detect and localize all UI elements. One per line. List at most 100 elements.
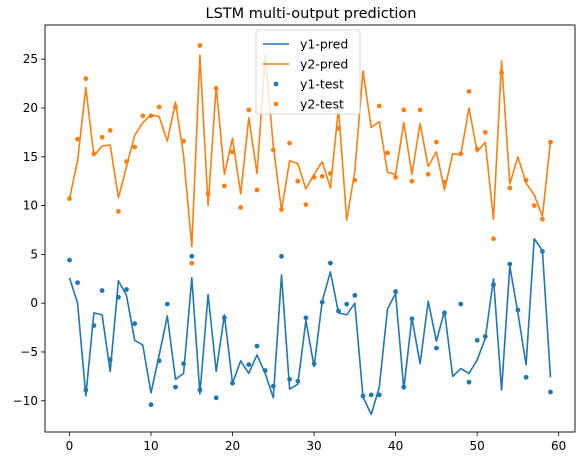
series-line-y1-pred: [68, 237, 552, 416]
data-point-y1-test: [491, 282, 496, 287]
data-point-y1-test: [360, 393, 366, 399]
legend-swatch-y1-test: [273, 81, 279, 87]
data-point-y2-test: [116, 209, 121, 214]
data-point-y2-test: [311, 174, 317, 180]
data-point-y1-test: [507, 261, 513, 267]
legend: y1-pred y2-pred y1-test y2-test: [255, 29, 361, 115]
legend-swatch-y2-test: [273, 101, 279, 107]
data-point-y1-test: [336, 308, 341, 314]
x-tick-label: 40: [388, 439, 403, 453]
data-point-y2-test: [482, 130, 488, 135]
data-point-y2-test: [417, 107, 423, 113]
chart-title: LSTM multi-output prediction: [205, 6, 416, 22]
data-point-y1-test: [352, 293, 358, 298]
legend-label-y2-test: y2-test: [300, 97, 344, 112]
data-point-y2-test: [230, 149, 235, 155]
data-point-y2-test: [254, 187, 260, 193]
data-point-y2-test: [222, 183, 227, 189]
data-point-y1-test: [107, 357, 113, 363]
data-point-y1-test: [523, 374, 529, 380]
data-point-y1-test: [482, 334, 488, 339]
data-point-y2-test: [548, 139, 553, 145]
data-point-y1-test: [189, 253, 195, 259]
x-tick-label: 0: [66, 439, 74, 453]
data-point-y1-test: [368, 392, 374, 398]
data-point-y1-test: [254, 343, 260, 349]
data-point-y2-test: [140, 113, 146, 119]
data-point-y2-test: [376, 103, 382, 109]
data-point-y1-test: [311, 361, 317, 367]
data-point-y1-test: [83, 387, 89, 393]
data-point-y2-test: [67, 196, 72, 202]
data-point-y2-test: [156, 104, 162, 110]
data-point-y1-test: [156, 358, 162, 364]
data-point-y1-test: [515, 307, 521, 313]
data-point-y1-test: [99, 288, 105, 293]
data-point-y2-test: [352, 177, 358, 183]
data-point-y1-test: [124, 287, 129, 292]
x-tick-label: 60: [551, 439, 566, 453]
data-point-y2-test: [270, 147, 276, 153]
x-tick-label: 30: [306, 439, 321, 453]
data-point-y1-test: [442, 310, 447, 316]
data-point-y1-test: [213, 395, 219, 401]
x-tick-label: 10: [143, 439, 158, 453]
data-point-y2-test: [499, 70, 504, 76]
series-y1-pred: [68, 237, 552, 416]
series-y1-test: [67, 249, 553, 408]
data-point-y2-test: [523, 177, 529, 183]
y-tick-label: 15: [23, 150, 38, 164]
data-point-y2-test: [287, 140, 292, 146]
data-point-y1-test: [230, 380, 235, 386]
data-point-y1-test: [164, 301, 170, 307]
y-axis: −10 −5 0 5 10 15 20 25: [13, 52, 45, 408]
data-point-y1-test: [197, 387, 203, 393]
data-point-y1-test: [222, 315, 227, 321]
data-point-y2-test: [385, 150, 390, 156]
y-tick-label: 20: [23, 101, 38, 115]
data-point-y2-test: [507, 185, 513, 191]
data-point-y2-test: [319, 173, 325, 179]
data-point-y2-test: [148, 113, 154, 119]
data-point-y2-test: [181, 138, 187, 144]
data-point-y1-test: [295, 378, 301, 384]
data-point-y1-test: [246, 362, 252, 368]
data-point-y1-test: [132, 321, 138, 327]
x-axis: 0 10 20 30 40 50 60: [66, 432, 566, 453]
series-layer: [67, 43, 553, 416]
data-point-y1-test: [303, 315, 309, 321]
data-point-y2-test: [189, 260, 195, 266]
series-y2-test: [67, 43, 553, 266]
data-point-y2-test: [491, 236, 496, 242]
data-point-y1-test: [344, 301, 350, 307]
data-point-y1-test: [466, 379, 472, 385]
data-point-y1-test: [474, 337, 480, 343]
data-point-y2-test: [197, 43, 203, 48]
y-tick-label: −5: [20, 345, 38, 359]
x-tick-label: 50: [470, 439, 485, 453]
data-point-y2-test: [409, 178, 415, 184]
data-point-y2-test: [295, 178, 301, 184]
data-point-y1-test: [75, 280, 80, 286]
data-point-y2-test: [75, 136, 80, 142]
data-point-y1-test: [262, 368, 268, 373]
data-point-y1-test: [116, 294, 121, 300]
data-point-y2-test: [336, 126, 341, 131]
x-tick-label: 20: [225, 439, 240, 453]
data-point-y2-test: [99, 134, 105, 140]
data-point-y1-test: [270, 383, 276, 389]
data-point-y1-test: [279, 253, 284, 259]
legend-box: [255, 29, 361, 115]
data-point-y2-test: [442, 179, 447, 185]
data-point-y2-test: [246, 107, 252, 113]
data-point-y2-test: [393, 174, 398, 180]
data-point-y1-test: [181, 361, 187, 367]
legend-label-y2-pred: y2-pred: [300, 57, 348, 72]
y-tick-label: −10: [13, 394, 38, 408]
data-point-y1-test: [328, 260, 333, 266]
data-point-y1-test: [458, 301, 464, 307]
data-point-y2-test: [540, 216, 545, 222]
y-tick-label: 25: [23, 52, 38, 66]
data-point-y2-test: [328, 171, 333, 176]
